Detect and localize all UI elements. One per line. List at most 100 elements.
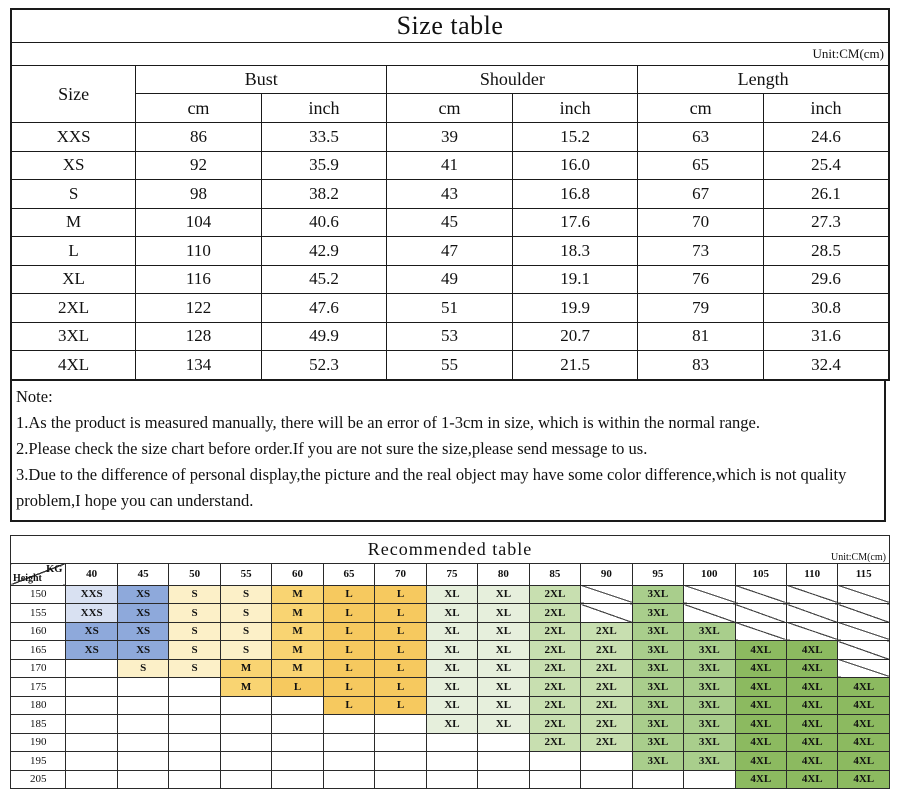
weight-column-header: 60	[272, 563, 323, 585]
size-cell: XL	[426, 678, 477, 697]
empty-cell	[66, 770, 117, 789]
size-cell: 3XL	[632, 585, 683, 604]
empty-cell	[66, 733, 117, 752]
size-cell: XS	[117, 585, 168, 604]
measurement-value: 30.8	[763, 294, 889, 323]
size-cell: 3XL	[684, 733, 735, 752]
size-cell: L	[323, 659, 374, 678]
size-cell: XL	[426, 715, 477, 734]
measurement-value: 21.5	[512, 351, 638, 380]
size-cell: XL	[478, 622, 529, 641]
measurement-value: 47.6	[261, 294, 387, 323]
measurement-value: 98	[136, 180, 262, 209]
size-cell: 2XL	[529, 715, 580, 734]
measurement-value: 49	[387, 265, 513, 294]
size-cell: 2XL	[581, 622, 632, 641]
size-label: XL	[11, 265, 136, 294]
size-cell: L	[375, 604, 426, 623]
empty-cell	[117, 770, 168, 789]
note-label: Note:	[16, 384, 874, 410]
measurement-value: 70	[638, 208, 764, 237]
size-cell: XL	[426, 696, 477, 715]
empty-cell	[169, 733, 220, 752]
empty-cell	[169, 715, 220, 734]
size-cell: XL	[478, 585, 529, 604]
size-cell: 2XL	[529, 641, 580, 660]
size-cell: M	[220, 659, 271, 678]
size-cell: L	[375, 659, 426, 678]
measurement-value: 65	[638, 151, 764, 180]
size-cell: L	[323, 641, 374, 660]
size-cell: XL	[426, 585, 477, 604]
recommended-table-title: Recommended table	[368, 539, 532, 559]
hatched-cell	[735, 604, 786, 623]
size-cell: XL	[478, 678, 529, 697]
measurement-value: 33.5	[261, 123, 387, 152]
measurement-value: 15.2	[512, 123, 638, 152]
size-cell: M	[272, 604, 323, 623]
measurement-value: 83	[638, 351, 764, 380]
measurement-value: 31.6	[763, 322, 889, 351]
empty-cell	[323, 770, 374, 789]
measurement-value: 40.6	[261, 208, 387, 237]
unit-subheader: inch	[763, 94, 889, 123]
size-cell: 2XL	[529, 585, 580, 604]
size-label: 2XL	[11, 294, 136, 323]
size-cell: 4XL	[787, 770, 838, 789]
hatched-cell	[838, 659, 890, 678]
empty-cell	[323, 733, 374, 752]
empty-cell	[169, 770, 220, 789]
measurement-value: 134	[136, 351, 262, 380]
size-cell: 2XL	[529, 696, 580, 715]
measurement-value: 19.1	[512, 265, 638, 294]
measurement-value: 116	[136, 265, 262, 294]
weight-column-header: 100	[684, 563, 735, 585]
weight-column-header: 115	[838, 563, 890, 585]
bust-group-header: Bust	[136, 66, 387, 94]
size-cell: S	[117, 659, 168, 678]
size-cell: 2XL	[529, 622, 580, 641]
measurement-value: 92	[136, 151, 262, 180]
size-cell: L	[323, 585, 374, 604]
recommended-table-title-row: Recommended table Unit:CM(cm)	[11, 535, 890, 563]
measurement-value: 128	[136, 322, 262, 351]
size-cell: 2XL	[581, 696, 632, 715]
note-lines: 1.As the product is measured manually, t…	[16, 410, 874, 514]
size-cell: 3XL	[632, 659, 683, 678]
size-cell: XL	[426, 604, 477, 623]
empty-cell	[117, 733, 168, 752]
size-cell: 4XL	[735, 733, 786, 752]
size-cell: L	[375, 641, 426, 660]
size-cell: 3XL	[684, 696, 735, 715]
size-cell: XL	[426, 659, 477, 678]
size-cell: 4XL	[735, 678, 786, 697]
measurement-value: 35.9	[261, 151, 387, 180]
size-cell: 2XL	[529, 659, 580, 678]
height-value: 190	[11, 733, 66, 752]
size-cell: S	[169, 659, 220, 678]
measurement-value: 45.2	[261, 265, 387, 294]
measurement-value: 76	[638, 265, 764, 294]
size-table-title: Size table	[11, 9, 889, 43]
measurement-value: 20.7	[512, 322, 638, 351]
empty-cell	[272, 770, 323, 789]
weight-column-header: 50	[169, 563, 220, 585]
size-cell: XXS	[66, 585, 117, 604]
size-table-unit-row: Unit:CM(cm)	[11, 43, 889, 66]
hatched-cell	[684, 604, 735, 623]
size-cell: XL	[478, 604, 529, 623]
hatched-cell	[581, 585, 632, 604]
empty-cell	[684, 770, 735, 789]
height-value: 165	[11, 641, 66, 660]
weight-column-header: 105	[735, 563, 786, 585]
weight-column-header: 55	[220, 563, 271, 585]
unit-subheader: inch	[512, 94, 638, 123]
